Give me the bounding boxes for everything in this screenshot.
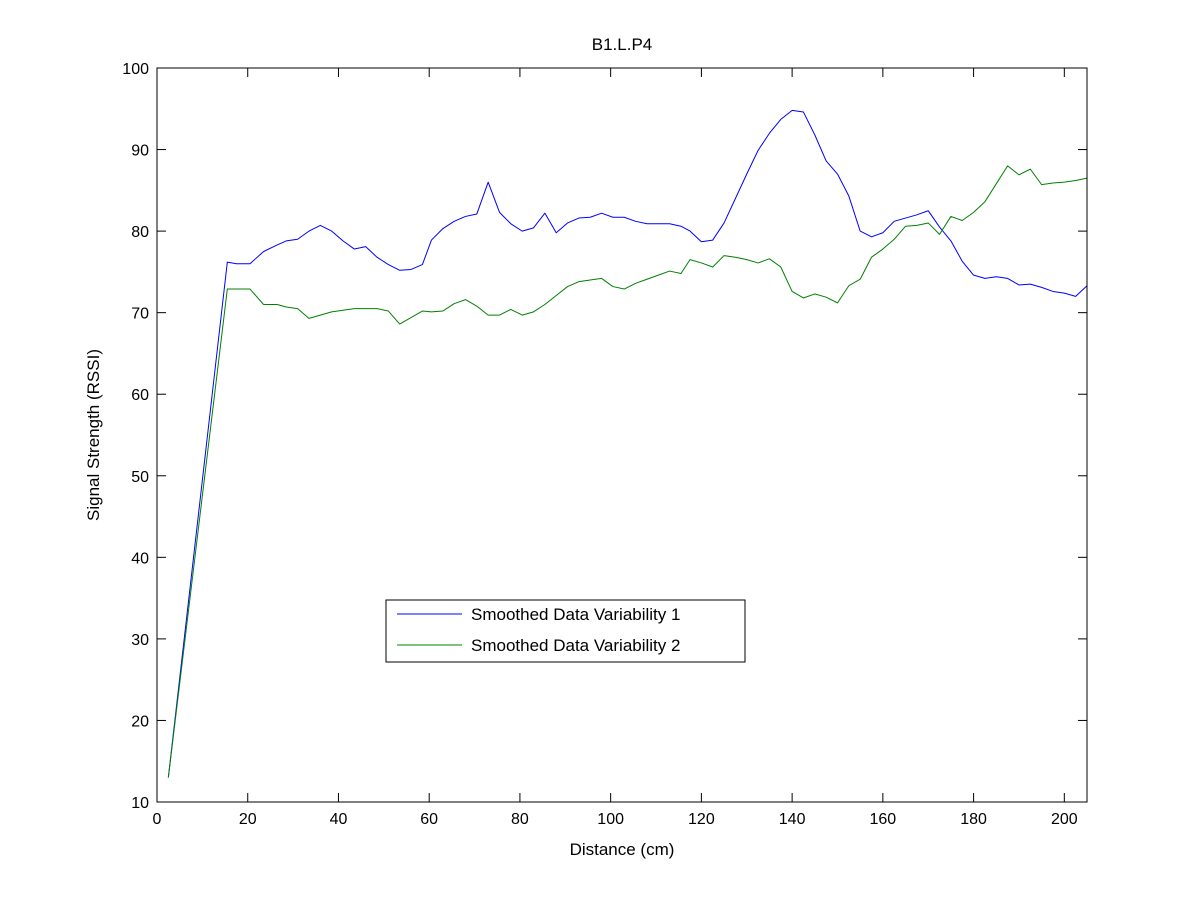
tick-layer: 0 20 40 60 80 100 120 140 160 180 200 10 20 30 40 50 60 7… — [122, 61, 1087, 828]
y-tick-label: 40 — [131, 550, 149, 567]
x-tick-label: 120 — [688, 811, 715, 828]
x-tick-label: 40 — [330, 811, 348, 828]
legend-label-series-2: Smoothed Data Variability 2 — [471, 636, 680, 655]
x-tick-label: 80 — [511, 811, 529, 828]
y-tick-label: 90 — [131, 143, 149, 160]
x-tick-label: 0 — [153, 811, 162, 828]
y-tick-label: 50 — [131, 469, 149, 486]
series-line-2 — [167, 165, 1088, 778]
legend-label-series-1: Smoothed Data Variability 1 — [471, 605, 680, 624]
x-tick-label: 20 — [239, 811, 257, 828]
x-tick-label: 100 — [597, 811, 624, 828]
y-tick-label: 80 — [131, 224, 149, 241]
legend: Smoothed Data Variability 1 Smoothed Dat… — [385, 599, 746, 663]
x-tick-label: 200 — [1051, 811, 1078, 828]
legend-box — [385, 599, 746, 663]
y-tick-label: 60 — [131, 387, 149, 404]
x-tick-label: 180 — [960, 811, 987, 828]
y-tick-label: 30 — [131, 632, 149, 649]
y-axis-label: Signal Strength (RSSI) — [84, 349, 103, 521]
series-layer — [167, 109, 1088, 778]
y-tick-label: 100 — [122, 61, 149, 78]
x-tick-label: 60 — [420, 811, 438, 828]
chart-title: B1.L.P4 — [592, 35, 653, 54]
series-line-1 — [167, 109, 1088, 778]
y-tick-label: 20 — [131, 713, 149, 730]
plot-area — [157, 68, 1087, 802]
x-axis-label: Distance (cm) — [570, 840, 675, 859]
y-tick-label: 10 — [131, 795, 149, 812]
y-tick-label: 70 — [131, 306, 149, 323]
x-tick-label: 160 — [870, 811, 897, 828]
x-tick-label: 140 — [779, 811, 806, 828]
axes-box — [156, 67, 1088, 803]
